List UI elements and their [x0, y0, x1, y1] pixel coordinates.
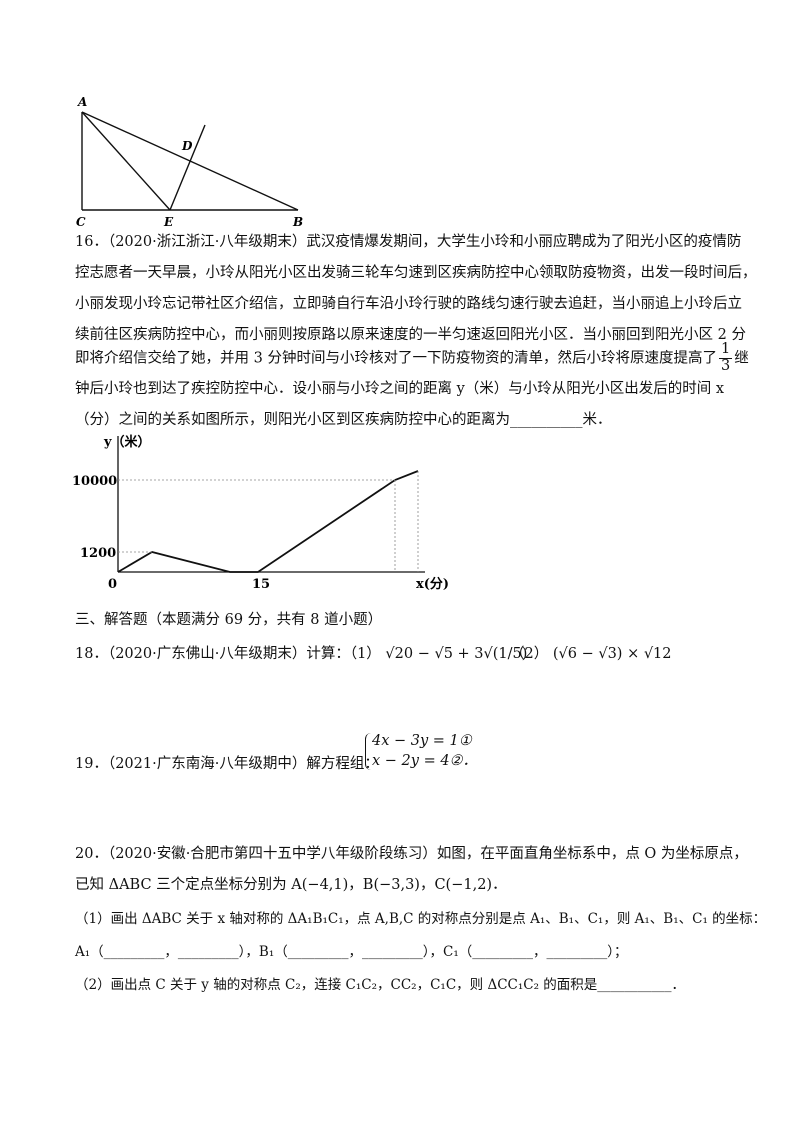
text-line: 继: [734, 350, 749, 367]
equation: 4x − 3y = 1①: [372, 733, 472, 749]
distance-graph: y（米） 10000 1200 0 15 x(分): [72, 434, 449, 592]
axis-label: x(分): [416, 576, 449, 592]
axis-label: y（米）: [103, 434, 151, 450]
equation: x − 2y = 4②．: [372, 753, 478, 769]
text: （2）: [510, 646, 549, 662]
text-line: 控志愿者一天早晨，小玲从阳光小区出发骑三轮车匀速到区疾病防控中心领取防疫物资，出…: [75, 265, 757, 281]
text: （2020·广东佛山·八年级期末）计算：: [107, 646, 350, 662]
numerator: 1: [718, 341, 733, 359]
denominator: 3: [720, 357, 731, 374]
triangle-figure: A D C E B: [76, 95, 303, 229]
text-line: A₁（_________，_________），B₁（_________，___…: [75, 944, 628, 960]
text: （2021·广东南海·八年级期中）解方程组：: [107, 756, 379, 772]
question-number: 16．: [75, 234, 108, 250]
text-line: 即将介绍信交给了她，并用 3 分钟时间与小玲核对了一下防疫物资的清单，然后小玲将…: [75, 350, 717, 367]
section-heading: 三、解答题（本题满分 69 分，共有 8 道小题）: [75, 612, 383, 628]
text-line: （2020·浙江浙江·八年级期末）武汉疫情爆发期间，大学生小玲和小丽应聘成为了阳…: [107, 234, 742, 250]
equation-system: 4x − 3y = 1① x − 2y = 4②．: [365, 733, 477, 770]
point-label: B: [292, 215, 303, 229]
axis-tick-label: 1200: [80, 546, 116, 561]
text-line: （2020·安徽·合肥市第四十五中学八年级阶段练习）如图，在平面直角坐标系中，点…: [107, 846, 748, 862]
point-label: E: [163, 215, 174, 229]
text-line: （1）画出 ΔABC 关于 x 轴对称的 ΔA₁B₁C₁，点 A,B,C 的对称…: [75, 911, 767, 927]
point-label: C: [76, 215, 86, 229]
question-number: 20．: [75, 846, 108, 862]
axis-tick-label: 15: [252, 577, 270, 592]
point-label: D: [181, 139, 193, 153]
formula: (√6 − √3) × √12: [552, 646, 672, 662]
text-line: 续前往区疾病防控中心，而小丽则按原路以原来速度的一半匀速返回阳光小区．当小丽回到…: [75, 327, 746, 343]
question-number: 18．: [75, 646, 108, 662]
text-line: 小丽发现小玲忘记带社区介绍信，立即骑自行车沿小玲行驶的路线匀速行驶去追赶，当小丽…: [75, 296, 742, 312]
text-line: （分）之间的关系如图所示，则阳光小区到区疾病防控中心的距离为__________…: [75, 412, 612, 428]
point-label: A: [77, 95, 87, 109]
text-line: 钟后小玲也到达了疾控防控中心．设小丽与小玲之间的距离 y（米）与小玲从阳光小区出…: [75, 381, 725, 397]
question-number: 19．: [75, 756, 108, 772]
text-line: 已知 ΔABC 三个定点坐标分别为 A(−4,1)，B(−3,3)，C(−1,2…: [75, 877, 507, 893]
text-line: （2）画出点 C 关于 y 轴的对称点 C₂，连接 C₁C₂，CC₂，C₁C，则…: [75, 977, 686, 993]
axis-tick-label: 0: [108, 577, 117, 592]
text: （1）: [349, 646, 381, 662]
axis-tick-label: 10000: [72, 474, 117, 489]
formula: √20 − √5 + 3√(1/5): [385, 646, 528, 662]
